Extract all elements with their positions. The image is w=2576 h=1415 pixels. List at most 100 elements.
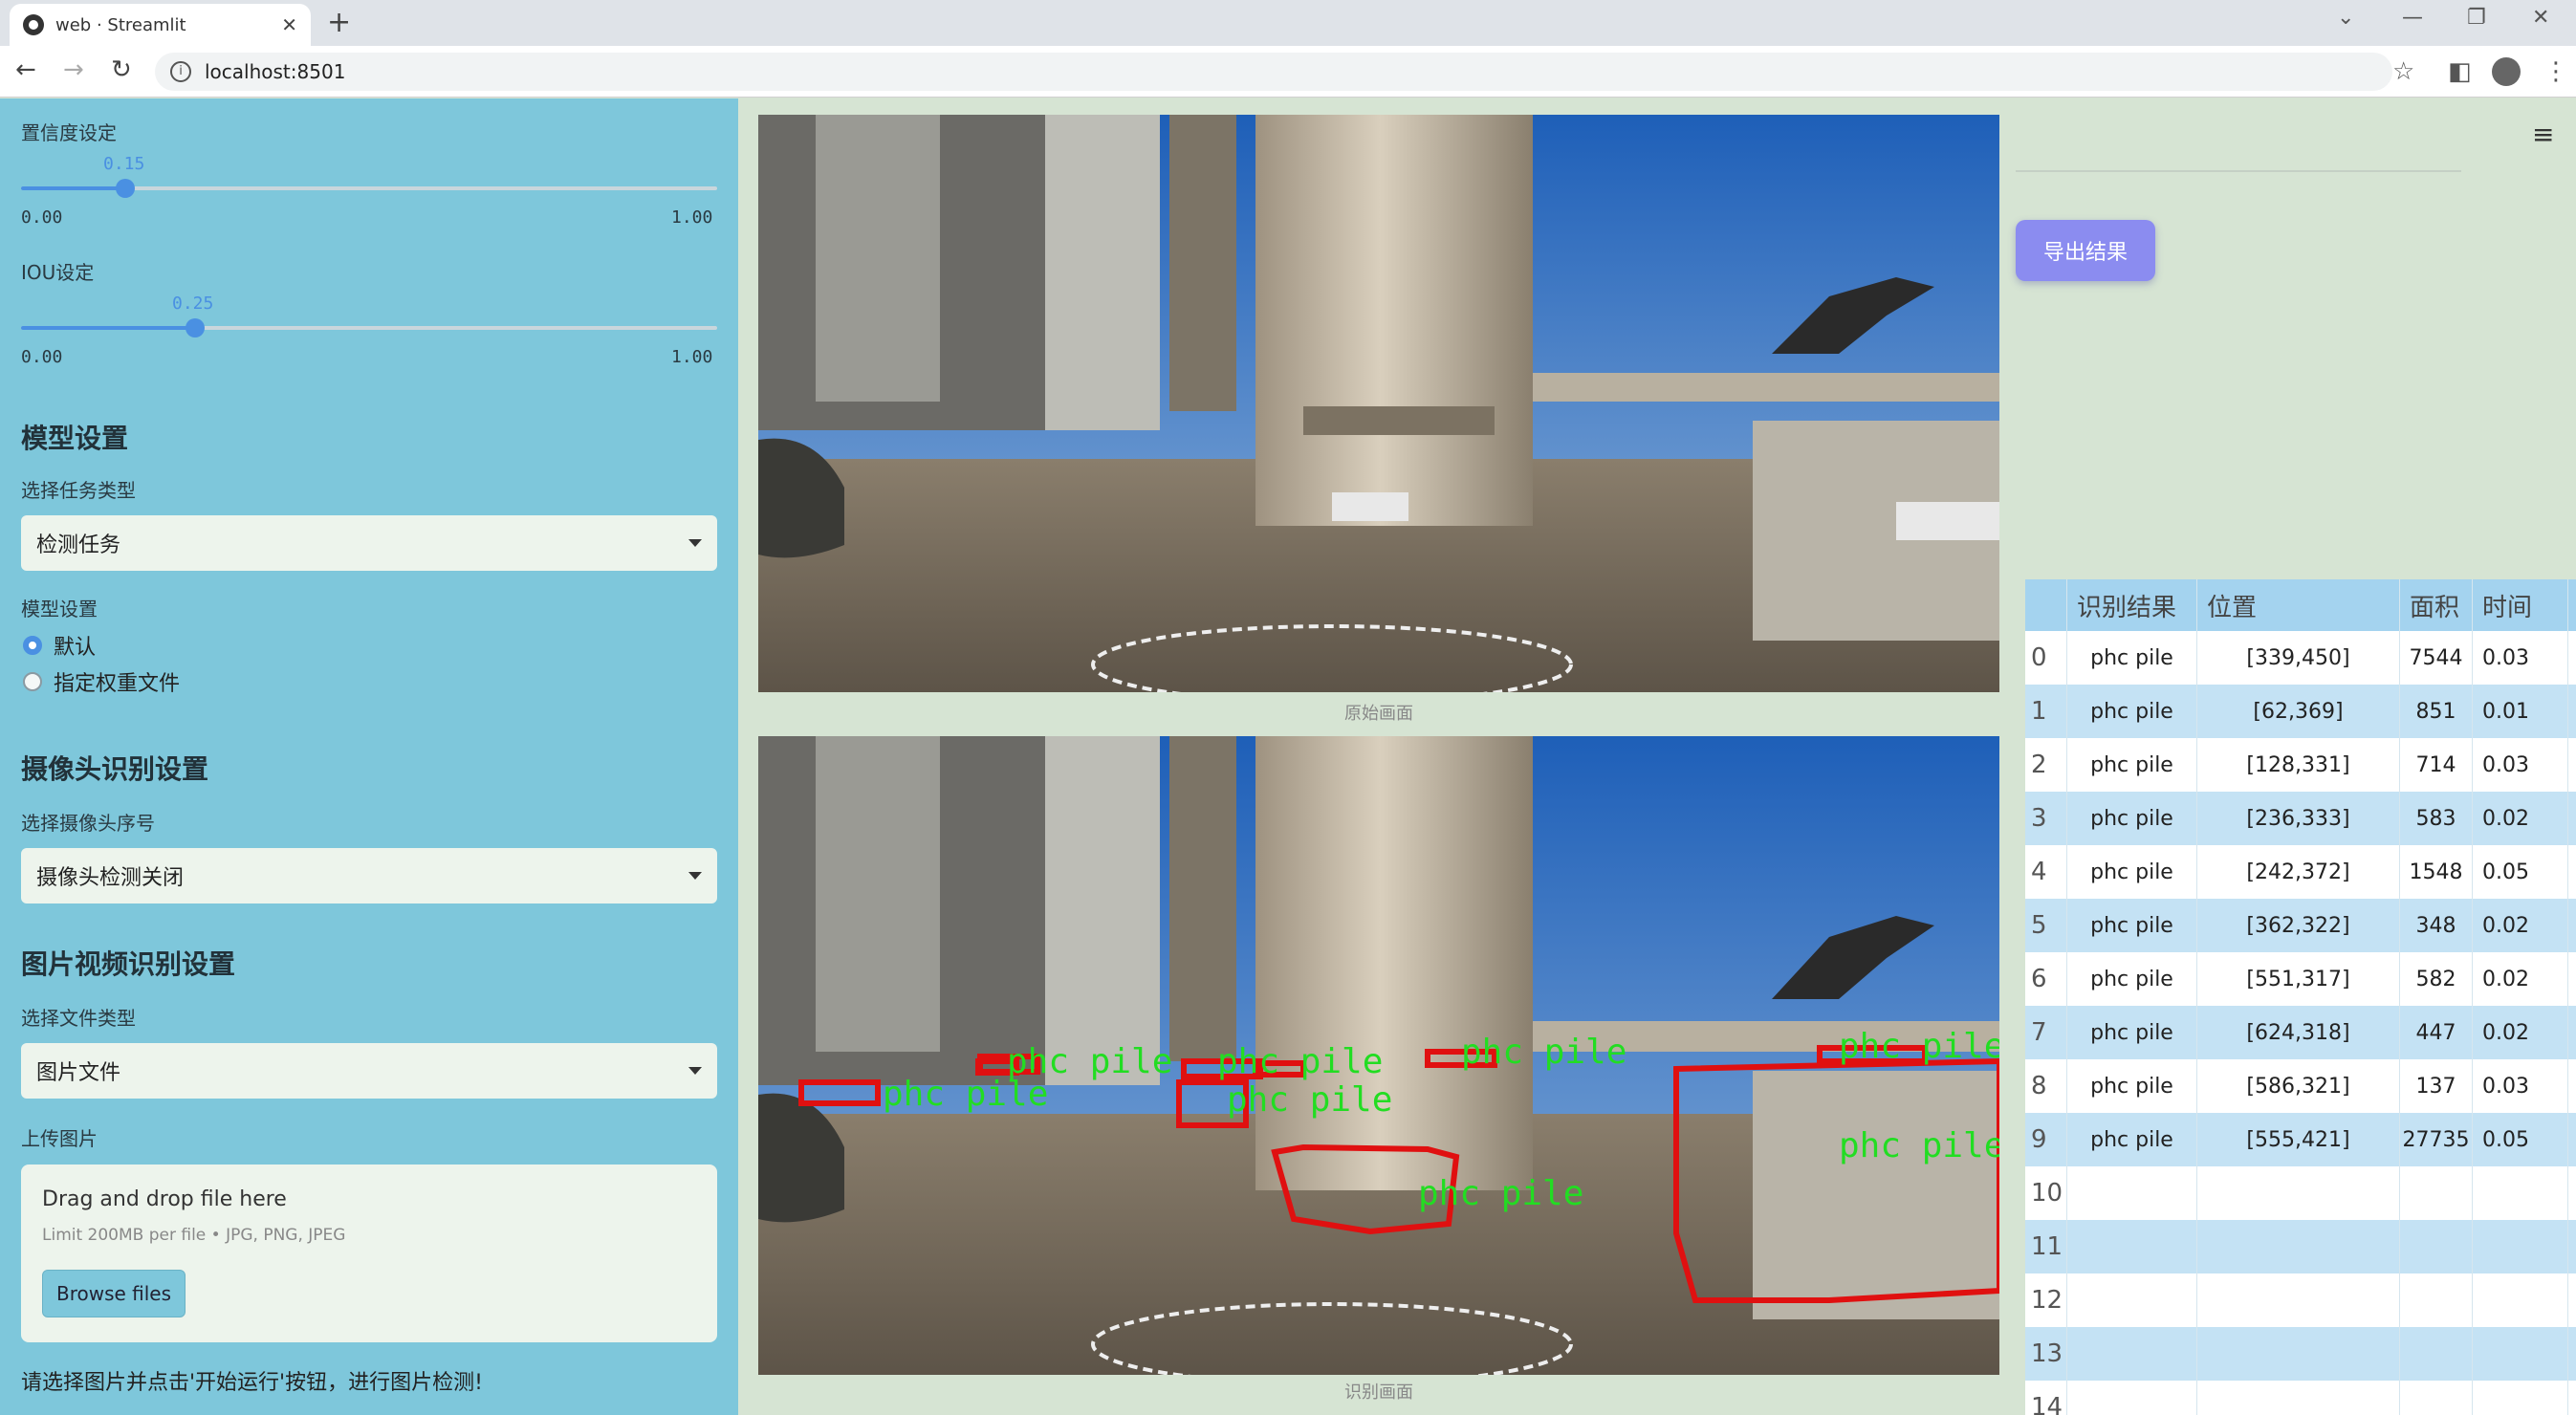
url-text: localhost:8501	[205, 60, 346, 83]
hamburger-menu-icon[interactable]: ≡	[2532, 119, 2555, 150]
table-cell-result: phc pile	[2067, 631, 2197, 685]
table-row[interactable]: 2 phc pile [128,331] 714 0.03	[2025, 738, 2576, 792]
table-cell-index: 13	[2025, 1327, 2067, 1381]
new-tab-icon[interactable]: +	[327, 6, 352, 39]
detection-box	[1181, 1058, 1263, 1079]
model-section-title: 模型设置	[21, 423, 129, 454]
table-cell-position	[2197, 1274, 2400, 1327]
export-results-button[interactable]: 导出结果	[2016, 220, 2155, 281]
detection-box	[1176, 1079, 1249, 1128]
table-row[interactable]: 13	[2025, 1327, 2576, 1381]
table-cell-area	[2400, 1327, 2473, 1381]
table-cell-time: 0.02	[2473, 1006, 2568, 1059]
reload-icon[interactable]: ↻	[111, 55, 132, 84]
radio-unchecked-icon[interactable]	[23, 672, 42, 691]
site-info-icon[interactable]: i	[170, 61, 191, 82]
tab-search-icon[interactable]: ⌄	[2337, 6, 2355, 30]
table-row[interactable]: 7 phc pile [624,318] 447 0.02	[2025, 1006, 2576, 1059]
table-row[interactable]: 8 phc pile [586,321] 137 0.03	[2025, 1059, 2576, 1113]
table-row[interactable]: 14	[2025, 1381, 2576, 1415]
detection-result-photo: phc pile phc pile phc pile phc pile phc …	[758, 736, 1999, 1375]
table-row[interactable]: 9 phc pile [555,421] 27735 0.05	[2025, 1113, 2576, 1166]
table-cell-result: phc pile	[2067, 952, 2197, 1006]
table-row[interactable]: 1 phc pile [62,369] 851 0.01	[2025, 685, 2576, 738]
forward-icon[interactable]: →	[63, 55, 84, 84]
table-row[interactable]: 0 phc pile [339,450] 7544 0.03	[2025, 631, 2576, 685]
table-row[interactable]: 5 phc pile [362,322] 348 0.02	[2025, 899, 2576, 952]
restore-icon[interactable]: ❐	[2467, 6, 2486, 30]
model-setting-label: 模型设置	[21, 598, 98, 620]
table-cell-index: 12	[2025, 1274, 2067, 1327]
profile-avatar-icon[interactable]	[2492, 57, 2521, 86]
radio-checked-icon[interactable]	[23, 636, 42, 655]
table-cell-time: 0.02	[2473, 792, 2568, 845]
close-tab-icon[interactable]: ✕	[281, 13, 297, 36]
table-cell-area: 27735	[2400, 1113, 2473, 1166]
table-cell-time: 0.02	[2473, 952, 2568, 1006]
construction-site-photo	[758, 115, 1999, 692]
camera-index-value: 摄像头检测关闭	[36, 866, 185, 890]
detection-box	[975, 1058, 1019, 1076]
table-cell-time: 0.05	[2473, 1113, 2568, 1166]
browser-menu-icon[interactable]: ⋮	[2543, 57, 2568, 86]
table-cell-area: 1548	[2400, 845, 2473, 899]
table-cell-area: 851	[2400, 685, 2473, 738]
close-window-icon[interactable]: ✕	[2532, 6, 2550, 30]
table-cell-position	[2197, 1381, 2400, 1415]
browser-tab-bar: web · Streamlit ✕ + ⌄ — ❐ ✕	[0, 0, 2576, 46]
table-cell-area: 447	[2400, 1006, 2473, 1059]
table-cell-time: 0.05	[2473, 845, 2568, 899]
table-row[interactable]: 11	[2025, 1220, 2576, 1274]
back-icon[interactable]: ←	[15, 55, 36, 84]
chevron-down-icon	[688, 539, 702, 547]
detection-boxes	[798, 1045, 1999, 1303]
file-dropzone[interactable]: Drag and drop file here Limit 200MB per …	[21, 1165, 717, 1342]
browse-files-button[interactable]: Browse files	[42, 1270, 186, 1317]
conf-min: 0.00	[21, 207, 63, 228]
camera-index-select[interactable]: 摄像头检测关闭	[21, 848, 717, 903]
table-header-area: 面积	[2400, 579, 2473, 631]
task-type-select[interactable]: 检测任务	[21, 515, 717, 571]
table-cell-result	[2067, 1381, 2197, 1415]
table-cell-result: phc pile	[2067, 1059, 2197, 1113]
table-cell-area: 348	[2400, 899, 2473, 952]
detection-box	[798, 1079, 881, 1106]
conf-slider-fill	[21, 186, 126, 190]
result-caption: 识别画面	[1344, 1382, 1413, 1403]
browser-tab[interactable]: web · Streamlit ✕	[10, 4, 311, 46]
radio-custom-weights-label: 指定权重文件	[54, 672, 181, 696]
table-cell-area: 137	[2400, 1059, 2473, 1113]
radio-custom-weights[interactable]: 指定权重文件	[23, 666, 180, 697]
minimize-icon[interactable]: —	[2402, 6, 2423, 30]
table-header-index	[2025, 579, 2067, 631]
table-cell-index: 1	[2025, 685, 2067, 738]
iou-slider-thumb[interactable]	[186, 318, 205, 337]
table-cell-time: 0.01	[2473, 685, 2568, 738]
table-cell-index: 8	[2025, 1059, 2067, 1113]
table-row[interactable]: 12	[2025, 1274, 2576, 1327]
table-row[interactable]: 10	[2025, 1166, 2576, 1220]
table-cell-time	[2473, 1166, 2568, 1220]
url-field[interactable]: i localhost:8501	[155, 53, 2392, 91]
table-row[interactable]: 4 phc pile [242,372] 1548 0.05	[2025, 845, 2576, 899]
iou-slider[interactable]	[21, 318, 717, 337]
table-row[interactable]: 6 phc pile [551,317] 582 0.02	[2025, 952, 2576, 1006]
file-type-select[interactable]: 图片文件	[21, 1043, 717, 1099]
detection-label: phc pile	[1217, 1042, 1383, 1081]
side-panel-icon[interactable]: ◧	[2448, 57, 2472, 86]
iou-slider-fill	[21, 326, 195, 330]
table-row[interactable]: 3 phc pile [236,333] 583 0.02	[2025, 792, 2576, 845]
bookmark-star-icon[interactable]: ☆	[2392, 57, 2415, 86]
table-header-position: 位置	[2197, 579, 2400, 631]
table-cell-index: 11	[2025, 1220, 2067, 1274]
radio-default[interactable]: 默认	[23, 630, 96, 661]
table-cell-result: phc pile	[2067, 1113, 2197, 1166]
task-type-label: 选择任务类型	[21, 479, 136, 502]
table-cell-index: 6	[2025, 952, 2067, 1006]
conf-slider-thumb[interactable]	[116, 179, 136, 198]
conf-slider[interactable]	[21, 179, 717, 198]
iou-label: IOU设定	[21, 261, 95, 284]
table-cell-index: 5	[2025, 899, 2067, 952]
iou-value: 0.25	[172, 294, 214, 314]
streamlit-favicon-icon	[23, 14, 44, 35]
